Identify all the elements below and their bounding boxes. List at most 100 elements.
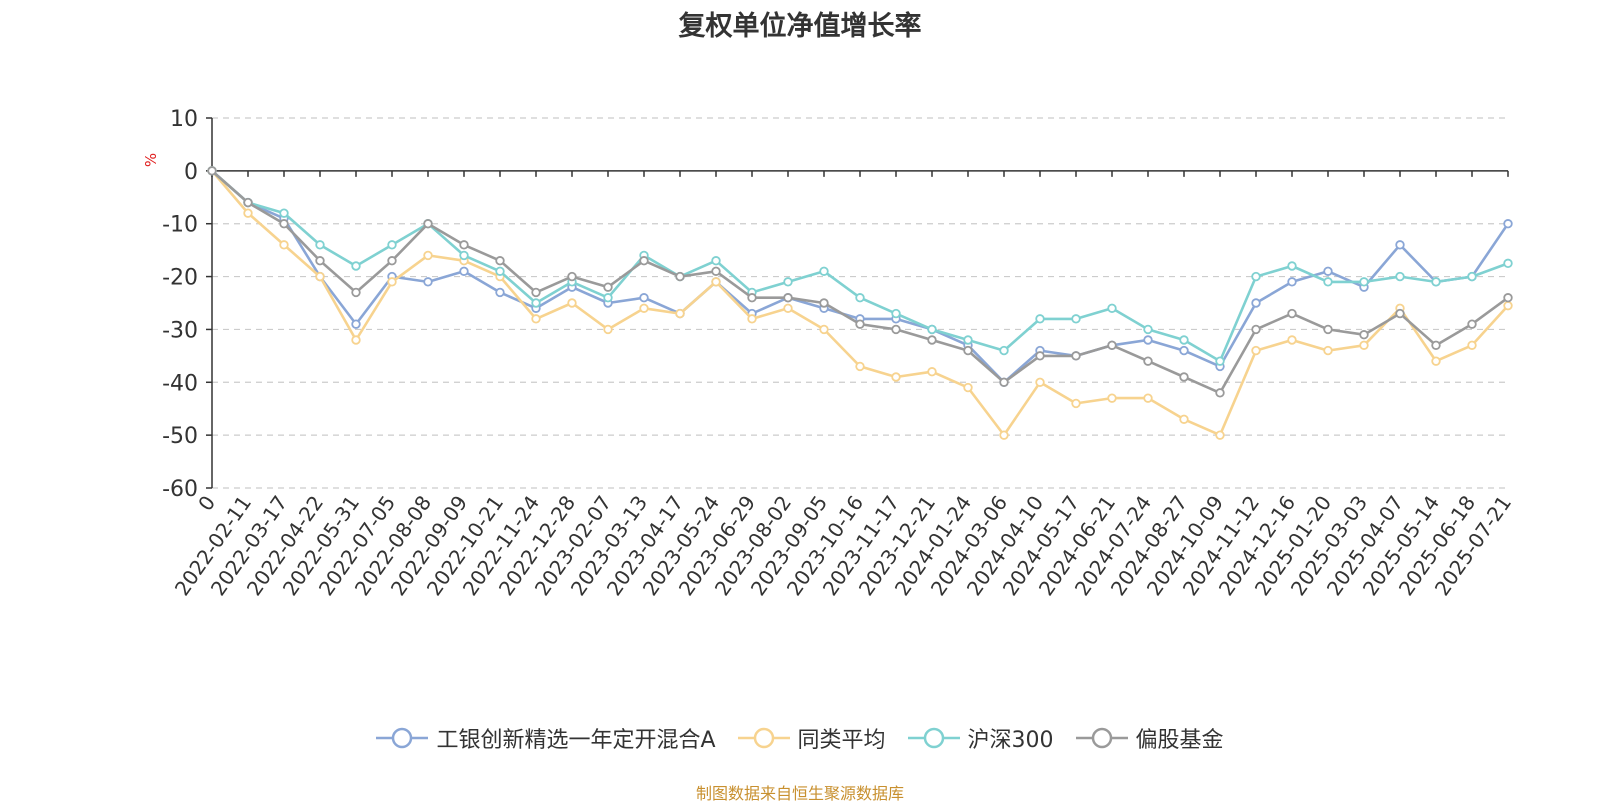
data-point-3 <box>315 256 325 266</box>
data-point-3 <box>855 319 865 329</box>
data-point-1 <box>1323 345 1333 356</box>
legend-item-3[interactable]: 偏股基金 <box>1075 722 1224 754</box>
legend-marker-icon <box>737 727 790 749</box>
data-point-3 <box>675 271 685 282</box>
data-point-2 <box>279 208 289 218</box>
data-point-3 <box>639 256 649 266</box>
y-tick-label: -40 <box>162 371 198 396</box>
data-point-2 <box>495 266 505 276</box>
data-point-0 <box>1251 298 1261 308</box>
data-point-0 <box>639 293 649 303</box>
data-point-0 <box>459 266 469 276</box>
data-point-1 <box>1143 393 1153 403</box>
data-point-3 <box>711 266 721 276</box>
data-point-2 <box>459 250 469 261</box>
data-point-2 <box>1071 314 1081 324</box>
data-point-1 <box>1251 345 1261 356</box>
data-point-3 <box>207 166 217 176</box>
line-chart: 100-10-20-30-40-50-6002022-02-112022-03-… <box>142 107 1516 600</box>
data-point-1 <box>1107 393 1117 403</box>
y-tick-label: -20 <box>162 266 198 291</box>
data-point-3 <box>531 287 541 298</box>
data-point-2 <box>1287 261 1297 271</box>
data-point-1 <box>351 335 361 345</box>
data-point-2 <box>1359 277 1369 287</box>
data-point-3 <box>1215 388 1225 398</box>
data-point-1 <box>747 314 757 324</box>
data-point-2 <box>927 324 937 335</box>
data-point-1 <box>279 240 289 250</box>
data-point-1 <box>927 367 937 377</box>
data-point-1 <box>675 308 685 319</box>
data-point-2 <box>819 266 829 276</box>
data-point-3 <box>1179 372 1189 382</box>
data-point-1 <box>711 277 721 287</box>
legend-label: 沪深300 <box>967 728 1054 753</box>
series-line-1 <box>211 170 1509 437</box>
y-tick-label: -30 <box>162 318 198 343</box>
data-point-1 <box>1071 398 1081 409</box>
data-point-1 <box>963 382 973 393</box>
data-point-1 <box>999 430 1009 440</box>
data-point-0 <box>1395 240 1405 250</box>
y-axis-label: % <box>142 153 160 167</box>
legend-label: 偏股基金 <box>1135 728 1224 753</box>
data-point-1 <box>423 250 433 261</box>
data-point-3 <box>459 240 469 250</box>
legend-marker-icon <box>907 727 960 749</box>
data-point-1 <box>567 298 577 308</box>
data-point-2 <box>1107 303 1117 313</box>
data-point-3 <box>963 345 973 356</box>
data-point-2 <box>1179 335 1189 345</box>
legend-item-0[interactable]: 工银创新精选一年定开混合A <box>376 722 716 754</box>
data-point-1 <box>1503 300 1513 311</box>
data-point-2 <box>999 345 1009 356</box>
data-point-2 <box>1467 271 1477 282</box>
data-point-3 <box>495 256 505 266</box>
y-tick-label: -10 <box>162 213 198 238</box>
data-point-3 <box>927 335 937 345</box>
y-tick-label: -60 <box>162 477 198 502</box>
data-point-3 <box>1431 340 1441 350</box>
legend-marker-icon <box>376 727 429 749</box>
data-point-2 <box>783 277 793 287</box>
data-point-0 <box>351 319 361 329</box>
data-point-2 <box>711 256 721 266</box>
chart-title: 复权单位净值增长率 <box>678 11 922 42</box>
data-point-2 <box>1395 271 1405 282</box>
data-point-1 <box>1035 377 1045 387</box>
data-point-3 <box>1503 293 1513 303</box>
data-point-2 <box>531 298 541 308</box>
data-point-3 <box>1359 330 1369 340</box>
data-point-1 <box>387 277 397 287</box>
data-point-3 <box>603 282 613 292</box>
legend-item-1[interactable]: 同类平均 <box>737 722 886 754</box>
data-point-3 <box>1323 324 1333 335</box>
data-point-1 <box>855 361 865 372</box>
data-point-3 <box>351 287 361 298</box>
x-tick-label: 0 <box>193 491 220 515</box>
y-tick-label: 10 <box>170 107 198 132</box>
legend-item-2[interactable]: 沪深300 <box>907 722 1054 754</box>
data-point-3 <box>387 256 397 266</box>
data-point-3 <box>243 197 253 208</box>
legend: 工银创新精选一年定开混合A 同类平均 沪深300 偏股基金 <box>0 722 1600 754</box>
data-point-2 <box>315 240 325 250</box>
data-point-3 <box>1287 308 1297 319</box>
data-point-2 <box>1143 324 1153 335</box>
data-point-0 <box>1179 345 1189 356</box>
series-line-3 <box>211 169 1509 395</box>
data-point-1 <box>243 208 253 218</box>
data-point-0 <box>1503 219 1513 229</box>
legend-label: 工银创新精选一年定开混合A <box>436 728 716 753</box>
data-point-2 <box>603 293 613 303</box>
data-point-2 <box>891 308 901 319</box>
data-point-1 <box>315 271 325 282</box>
data-point-3 <box>1143 356 1153 366</box>
data-point-2 <box>855 293 865 303</box>
data-point-1 <box>783 303 793 313</box>
data-point-3 <box>783 293 793 303</box>
data-point-1 <box>1359 340 1369 350</box>
data-point-1 <box>891 372 901 382</box>
source-note: 制图数据来自恒生聚源数据库 <box>695 784 904 803</box>
